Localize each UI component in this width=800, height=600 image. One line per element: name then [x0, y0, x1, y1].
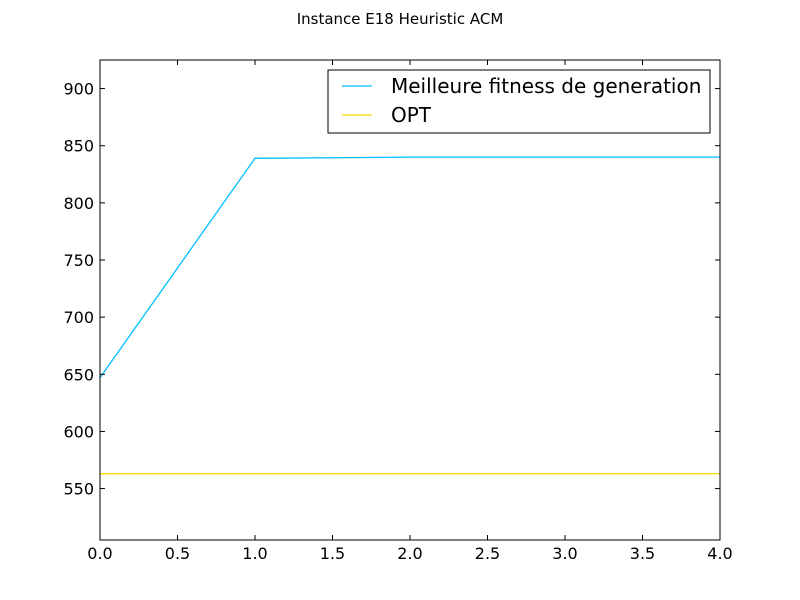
- x-tick-label: 0.5: [165, 544, 190, 563]
- y-tick-label: 600: [63, 422, 94, 441]
- y-tick-label: 800: [63, 194, 94, 213]
- x-tick-label: 2.0: [397, 544, 422, 563]
- x-tick-label: 4.0: [707, 544, 732, 563]
- y-tick-label: 750: [63, 251, 94, 270]
- y-tick-label: 700: [63, 308, 94, 327]
- x-tick-label: 0.0: [87, 544, 112, 563]
- x-tick-label: 3.0: [552, 544, 577, 563]
- x-tick-label: 1.5: [320, 544, 345, 563]
- legend-label-1: Meilleure fitness de generation: [391, 74, 701, 98]
- y-tick-label: 550: [63, 480, 94, 499]
- y-tick-label: 650: [63, 365, 94, 384]
- y-tick-label: 850: [63, 137, 94, 156]
- x-tick-label: 3.5: [630, 544, 655, 563]
- x-tick-label: 1.0: [242, 544, 267, 563]
- y-tick-label: 900: [63, 80, 94, 99]
- series-line-1: [99, 156, 720, 379]
- legend-label-2: OPT: [391, 103, 432, 127]
- x-tick-label: 2.5: [475, 544, 500, 563]
- legend-box: [327, 69, 711, 134]
- chart-title: Instance E18 Heuristic ACM: [296, 10, 504, 28]
